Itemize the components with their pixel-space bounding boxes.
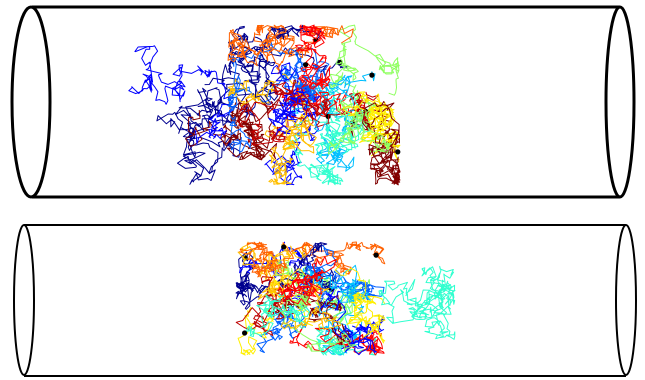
top-trajectories <box>128 24 401 186</box>
top-trajectory-12 <box>228 24 322 105</box>
bottom-trajectory-21 <box>278 255 337 306</box>
top-trajectory-16 <box>314 93 370 158</box>
top-trajectory-23 <box>362 102 401 186</box>
top-trajectory-18 <box>342 91 401 153</box>
bottom-trajectory-tail-a <box>378 265 456 324</box>
top-trajectory-21 <box>295 24 331 88</box>
bottom-tube <box>13 224 637 377</box>
top-endpoint-3 <box>325 113 331 119</box>
top-tube-left-cap <box>10 5 52 199</box>
bottom-trajectory-16 <box>244 292 310 337</box>
bottom-tube-right-cap <box>615 224 637 376</box>
bottom-trajectory-17 <box>275 259 357 352</box>
bottom-trajectory-tail-b <box>409 272 456 340</box>
bottom-tube-left-cap <box>13 224 35 376</box>
top-trajectory-14 <box>227 37 317 153</box>
top-trajectory-7 <box>227 73 316 138</box>
bottom-trajectory-18 <box>334 264 386 344</box>
top-trajectory-10 <box>247 91 386 146</box>
top-tube <box>10 5 636 199</box>
bottom-trajectory-13 <box>319 285 386 356</box>
top-trajectory-long-a <box>156 64 257 185</box>
bottom-trajectory-8 <box>290 241 386 275</box>
top-endpoint-7 <box>303 62 309 68</box>
top-trajectory-20 <box>227 24 289 71</box>
bottom-endpoint-4 <box>242 330 248 336</box>
top-trajectory-5 <box>329 24 400 118</box>
top-tube-right-cap <box>604 5 636 199</box>
top-trajectory-19 <box>268 116 317 185</box>
top-trajectory-0 <box>229 25 349 101</box>
bottom-trajectory-20 <box>239 241 294 281</box>
top-trajectory-8 <box>258 24 354 75</box>
bottom-trajectory-19 <box>257 268 342 331</box>
top-endpoint-5 <box>369 72 375 78</box>
bottom-trajectory-11 <box>274 293 351 346</box>
top-endpoint-6 <box>395 149 401 155</box>
top-trajectory-15 <box>313 71 376 172</box>
top-trajectory-long-c <box>128 45 233 145</box>
bottom-endpoint-5 <box>281 244 287 250</box>
bottom-endpoint-2 <box>373 252 379 258</box>
bottom-trajectories <box>235 241 456 356</box>
top-trajectory-22 <box>237 79 331 141</box>
top-trajectory-17 <box>327 99 393 155</box>
bottom-trajectory-15 <box>302 264 371 314</box>
